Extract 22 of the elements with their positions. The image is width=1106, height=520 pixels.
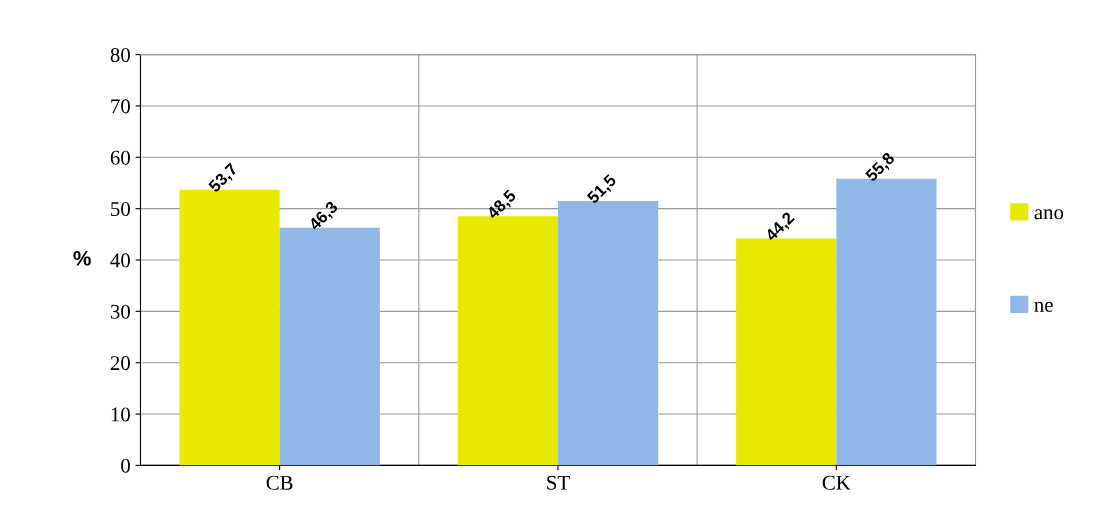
bar — [457, 216, 558, 466]
y-tick-label: 30 — [110, 304, 130, 319]
bar — [736, 238, 837, 466]
y-tick-label: 40 — [110, 253, 130, 268]
legend-label: ne — [1034, 301, 1053, 312]
y-tick-label: 10 — [111, 407, 130, 422]
data-label: 48,5 — [485, 188, 519, 222]
y-tick-label: 0 — [121, 458, 130, 473]
legend-label: ano — [1034, 209, 1064, 220]
data-label: 46,3 — [307, 200, 341, 233]
data-label: 55,8 — [864, 151, 897, 184]
x-tick-label: CB — [266, 475, 293, 490]
y-tick-label: 60 — [110, 150, 130, 165]
x-tick-label: ST — [547, 475, 570, 490]
y-tick-label: 20 — [110, 356, 130, 371]
y-tick-label: 80 — [110, 47, 130, 63]
y-tick-label: 50 — [111, 202, 130, 217]
y-axis-title: % — [73, 250, 91, 266]
data-label: 44,2 — [764, 211, 797, 244]
x-tick-label: CK — [822, 475, 851, 490]
y-tick-label: 70 — [111, 99, 130, 114]
bar — [279, 227, 380, 466]
